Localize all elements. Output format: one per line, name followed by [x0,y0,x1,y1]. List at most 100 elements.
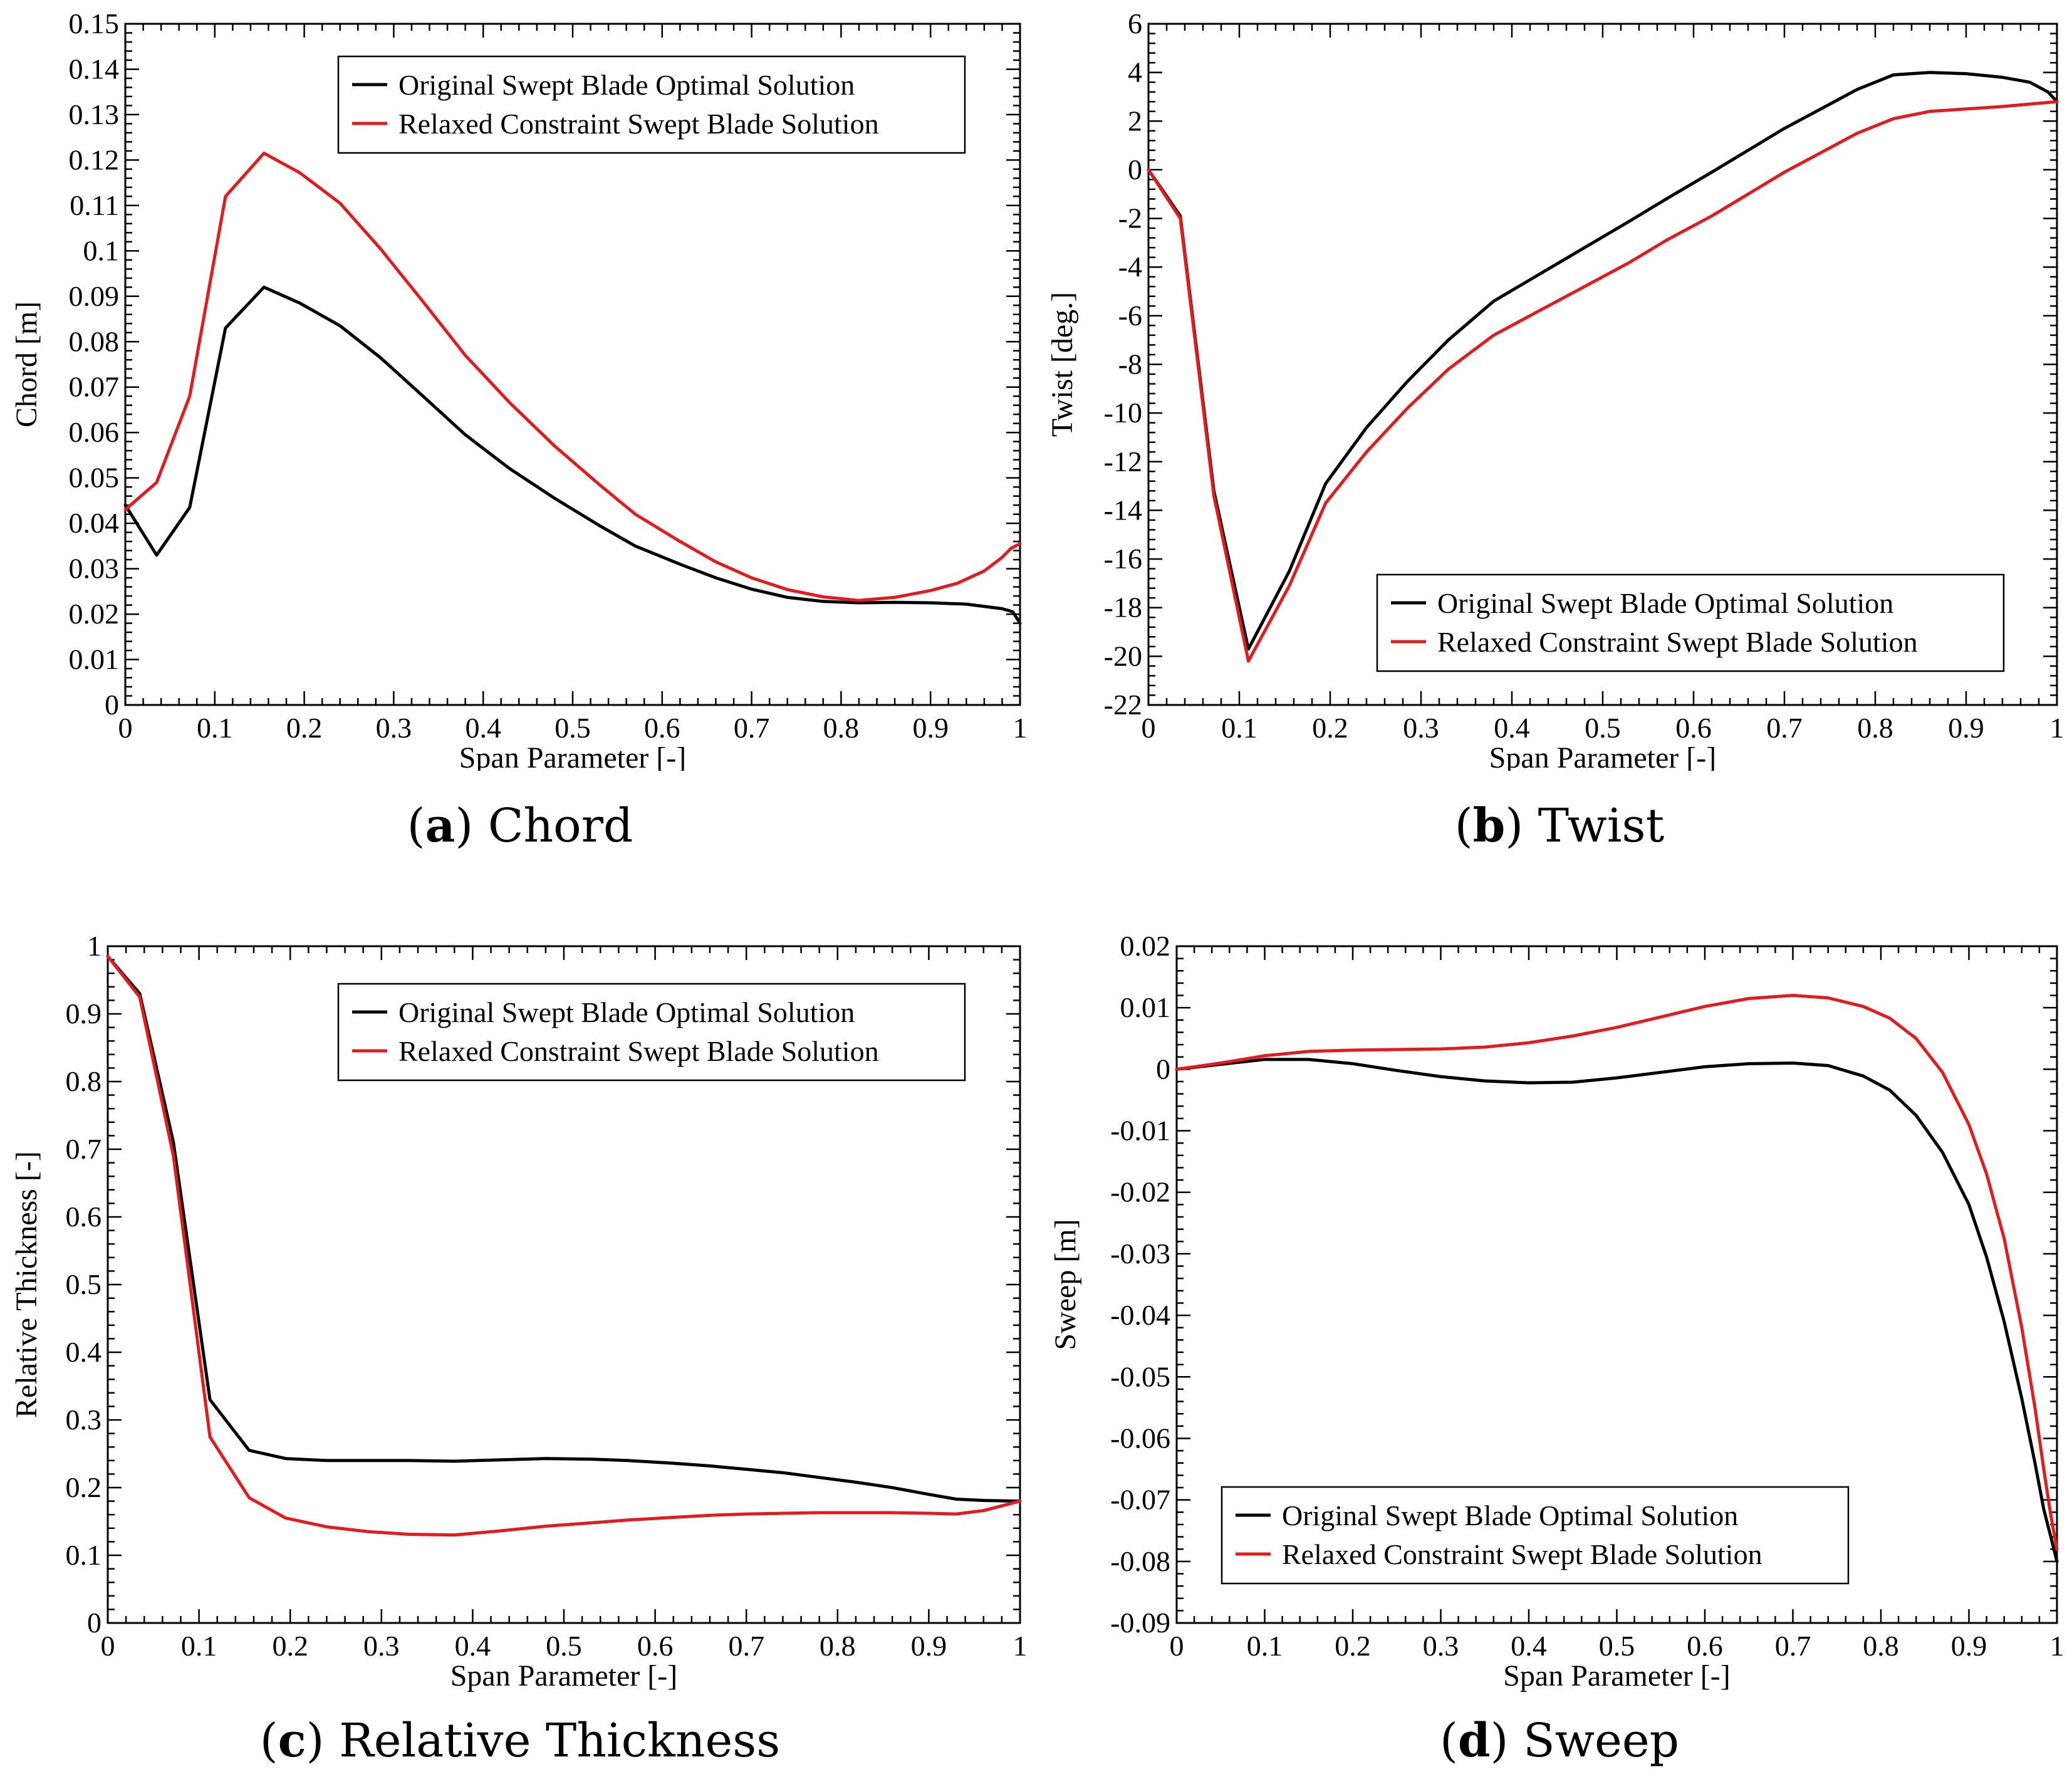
chord-x-tick-label: 0.1 [197,712,233,744]
sweep-y-tick-label: 0 [1156,1053,1170,1085]
twist-y-tick-label: -12 [1104,446,1142,477]
sweep-y-tick-label: -0.06 [1110,1422,1170,1454]
sweep-relaxed-series-line [1175,994,2059,1551]
chord-y-tick-label: 0.02 [69,598,120,630]
twist-legend: Original Swept Blade Optimal Solution Rel… [1376,573,2005,672]
twist-y-tick-label: -16 [1104,543,1142,575]
twist-original-series-line [1147,71,2059,651]
sweep-y-tick-label: 0.02 [1120,930,1171,962]
chord-y-tick-label: 0.12 [69,143,120,175]
chord-y-tick-label: 0.05 [69,462,120,494]
relative-thickness-x-tick-label: 0.1 [181,1630,217,1662]
twist-y-tick-label: 4 [1128,56,1142,88]
twist-x-tick-label: 0 [1142,712,1156,744]
sweep-legend-label: Original Swept Blade Optimal Solution [1282,1500,1738,1531]
chord-y-tick-label: 0.03 [69,553,120,585]
relative-thickness-legend-label: Original Swept Blade Optimal Solution [398,996,855,1028]
chord-x-tick-label: 0.7 [734,712,770,744]
twist-y-tick-label: -22 [1104,689,1142,721]
sweep-y-tick-label: 0.01 [1120,991,1171,1023]
sweep-original-series-line [1175,1058,2059,1563]
twist-x-tick-label: 0.7 [1766,712,1803,744]
twist-y-tick-label: -8 [1118,348,1142,380]
relative-thickness-x-tick-label: 0.6 [637,1630,674,1662]
sweep-y-tick-label: -0.01 [1110,1115,1170,1147]
sweep-x-tick-label: 0.4 [1511,1630,1547,1662]
twist-y-tick-label: 0 [1128,154,1142,185]
relative-thickness-x-tick-label: 0 [101,1630,115,1662]
sweep-chart: 0 0.1 0.2 0.3 0.4 0.5 0.6 0.7 0.8 0.9 1 -0.09 -0.08 -… [1049,930,2064,1693]
sweep-x-tick-label: 1 [2050,1630,2064,1662]
sweep-y-tick-label: -0.05 [1110,1360,1170,1392]
twist-y-tick-label: -14 [1104,494,1142,526]
chord-legend: Original Swept Blade Optimal Solution Rel… [337,55,966,154]
twist-y-axis-label: Twist [deg.] [1046,292,1079,437]
twist-x-tick-label: 0.9 [1948,712,1984,744]
twist-caption-letter: b [1472,799,1506,853]
relative-thickness-x-tick-label: 0.3 [363,1630,400,1662]
chord-x-tick-label: 0 [118,712,133,744]
twist-y-tick-label: -4 [1118,251,1142,283]
chord-x-tick-label: 0.5 [554,712,591,744]
relative-thickness-legend: Original Swept Blade Optimal Solution Rel… [337,983,966,1082]
chord-x-tick-label: 0.3 [376,712,412,744]
sweep-y-tick-label: -0.04 [1110,1299,1170,1331]
relative-thickness-y-tick-label: 0 [87,1607,102,1639]
relative-thickness-y-tick-label: 0.7 [66,1133,102,1165]
twist-x-tick-label: 0.2 [1312,712,1348,744]
sweep-x-tick-label: 0.7 [1775,1630,1811,1662]
twist-caption-title: Twist [1538,799,1665,853]
relative-thickness-y-tick-label: 0.1 [66,1539,102,1571]
chord-x-axis-label: Span Parameter [-] [459,741,687,771]
chord-x-tick-label: 0.9 [912,712,949,744]
sweep-x-axis-label: Span Parameter [-] [1503,1659,1731,1693]
twist-y-tick-label: -2 [1118,202,1142,234]
twist-x-tick-label: 0.8 [1857,712,1893,744]
relative-thickness-y-tick-label: 0.4 [66,1336,102,1368]
chord-y-tick-label: 0.08 [69,325,120,357]
twist-x-tick-label: 0.6 [1675,712,1712,744]
twist-x-axis-label: Span Parameter [-] [1489,741,1717,771]
twist-legend-label: Original Swept Blade Optimal Solution [1437,587,1893,619]
relative-thickness-y-tick-label: 0.5 [66,1268,102,1300]
twist-y-tick-label: 2 [1128,105,1142,137]
chord-y-tick-label: 0.15 [69,8,120,39]
twist-chart: 0 0.1 0.2 0.3 0.4 0.5 0.6 0.7 0.8 0.9 1-22-20-18-1… [1046,8,2064,771]
twist-y-tick-label: -6 [1118,300,1142,331]
twist-x-tick-label: 0.5 [1585,712,1621,744]
sweep-x-tick-label: 0.5 [1599,1630,1635,1662]
relative-thickness-caption-title: Relative Thickness [339,1714,781,1768]
twist-x-tick-label: 0.1 [1221,712,1257,744]
sweep-caption-title: Sweep [1523,1714,1680,1768]
chord-y-tick-label: 0.04 [69,507,120,539]
sweep-caption-letter: d [1457,1714,1491,1768]
relative-thickness-x-tick-label: 0.5 [546,1630,582,1662]
relative-thickness-x-tick-label: 0.2 [272,1630,308,1662]
twist-caption: (b) Twist [1454,799,1665,853]
sweep-caption: (d) Sweep [1439,1714,1680,1768]
twist-x-tick-label: 0.3 [1403,712,1439,744]
chord-y-axis-label: Chord [m] [10,301,43,427]
chord-x-tick-label: 0.8 [823,712,860,744]
chord-x-tick-label: 0.4 [465,712,501,744]
sweep-legend-label: Relaxed Constraint Swept Blade Solution [1282,1538,1762,1570]
twist-x-tick-label: 0.4 [1494,712,1530,744]
relative-thickness-y-tick-label: 0.2 [66,1471,102,1503]
chord-x-tick-label: 0.2 [286,712,323,744]
sweep-y-tick-label: -0.08 [1110,1545,1170,1577]
chord-y-tick-label: 0.14 [69,53,120,85]
chord-caption-letter: a [425,799,456,853]
sweep-y-axis-label: Sweep [m] [1049,1219,1082,1350]
sweep-x-tick-label: 0 [1170,1630,1184,1662]
sweep-x-tick-label: 0.2 [1335,1630,1371,1662]
relative-thickness-x-tick-label: 0.9 [911,1630,947,1662]
relative-thickness-caption: (c) Relative Thickness [259,1714,781,1768]
sweep-y-tick-label: -0.03 [1110,1238,1170,1270]
chord-y-tick-label: 0.1 [83,234,120,266]
chord-legend-label: Original Swept Blade Optimal Solution [398,69,855,101]
twist-y-tick-label: 6 [1128,8,1142,39]
sweep-y-tick-label: -0.02 [1110,1176,1170,1208]
twist-y-tick-label: -18 [1104,592,1142,623]
sweep-legend-box [1221,1486,1850,1585]
chord-y-tick-label: 0.11 [70,189,119,221]
